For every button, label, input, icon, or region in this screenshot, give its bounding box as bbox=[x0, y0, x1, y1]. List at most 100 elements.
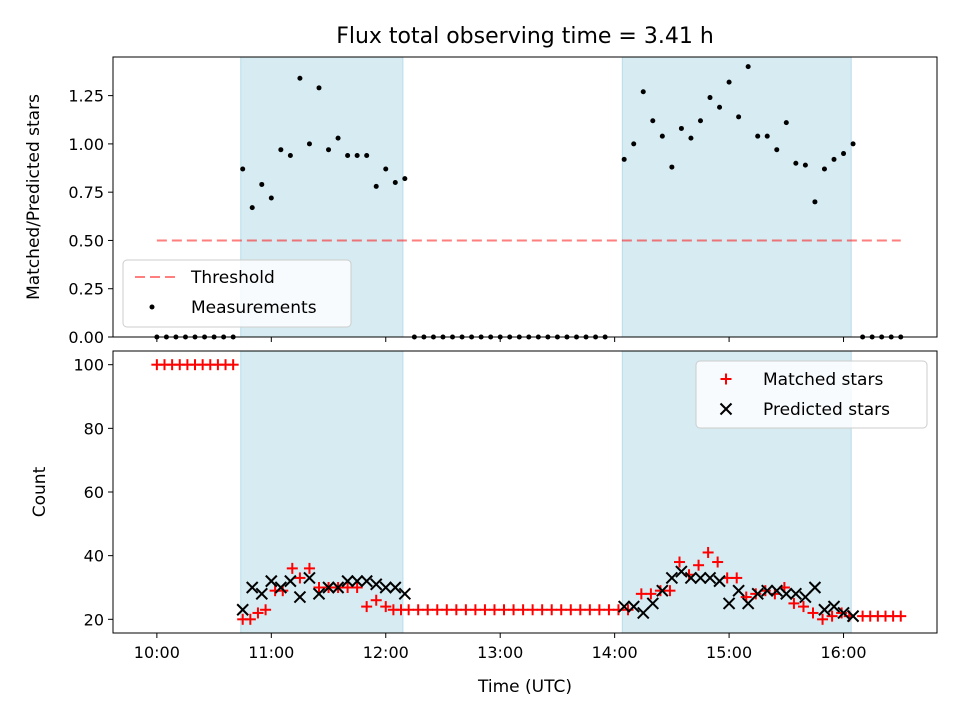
legend-matched-label: Matched stars bbox=[763, 370, 883, 390]
predicted-star-point bbox=[732, 584, 745, 597]
top-y-ticks: 0.00 0.25 0.50 0.75 1.00 1.25 bbox=[68, 87, 113, 347]
matched-star-point bbox=[750, 588, 762, 600]
measurement-point bbox=[306, 141, 312, 147]
matched-star-point bbox=[702, 546, 714, 558]
predicted-star-point bbox=[637, 606, 650, 620]
matched-star-point bbox=[370, 594, 382, 606]
y-tick-label: 1.00 bbox=[68, 135, 104, 154]
shaded-interval bbox=[621, 56, 852, 338]
y-tick-label: 40 bbox=[84, 547, 104, 566]
chart-title: Flux total observing time = 3.41 h bbox=[336, 24, 714, 49]
predicted-star-point bbox=[722, 597, 736, 610]
matched-star-point bbox=[555, 604, 567, 616]
predicted-star-point bbox=[799, 590, 812, 604]
x-tick-label: 14:00 bbox=[592, 643, 638, 662]
y-tick-label: 0.25 bbox=[68, 280, 104, 299]
y-tick-label: 0.75 bbox=[68, 183, 104, 202]
predicted-star-point bbox=[656, 584, 669, 597]
measurement-point bbox=[821, 166, 827, 172]
y-tick-label: 80 bbox=[84, 419, 104, 438]
predicted-star-point bbox=[331, 581, 345, 594]
predicted-star-point bbox=[236, 603, 249, 616]
predicted-star-point bbox=[379, 581, 392, 594]
bottom-axes-frame bbox=[112, 350, 938, 634]
matched-star-point bbox=[244, 613, 256, 625]
matched-star-point bbox=[294, 572, 306, 584]
matched-star-point bbox=[227, 359, 239, 371]
matched-star-point bbox=[508, 604, 520, 616]
y-tick-label: 100 bbox=[73, 356, 104, 375]
measurement-point bbox=[707, 95, 713, 101]
matched-star-point bbox=[674, 556, 685, 568]
predicted-star-point bbox=[713, 574, 726, 588]
predicted-star-point bbox=[703, 571, 717, 585]
predicted-star-point bbox=[808, 581, 822, 594]
predicted-star-point bbox=[665, 571, 679, 585]
measurement-point bbox=[688, 135, 694, 141]
legend-predicted-swatch bbox=[719, 402, 733, 416]
matched-star-point bbox=[412, 604, 424, 616]
predicted-star-point bbox=[274, 581, 288, 594]
predicted-star-point bbox=[246, 581, 259, 594]
predicted-star-point bbox=[389, 581, 402, 594]
matched-star-point bbox=[441, 604, 453, 616]
measurement-point bbox=[402, 176, 408, 182]
measurement-point bbox=[726, 79, 732, 85]
matched-star-point bbox=[603, 604, 615, 616]
measurement-point bbox=[335, 135, 341, 141]
x-tick-label: 16:00 bbox=[820, 643, 866, 662]
measurement-point bbox=[659, 133, 665, 139]
predicted-star-point bbox=[284, 574, 297, 588]
legend-matched-marker bbox=[720, 373, 732, 385]
y-tick-label: 0.50 bbox=[68, 231, 104, 250]
matched-star-point bbox=[260, 604, 272, 616]
measurement-point bbox=[249, 205, 255, 211]
predicted-star-point bbox=[303, 571, 316, 585]
x-axis-label: Time (UTC) bbox=[477, 677, 572, 697]
matched-star-point bbox=[536, 604, 548, 616]
predicted-star-point bbox=[675, 565, 688, 578]
measurement-point bbox=[697, 118, 703, 124]
matched-star-point bbox=[313, 581, 325, 593]
matched-star-point bbox=[654, 585, 666, 597]
matched-star-point bbox=[797, 601, 809, 613]
measurement-point bbox=[812, 199, 818, 205]
measurement-point bbox=[240, 166, 246, 172]
measurement-point bbox=[793, 160, 799, 166]
predicted-star-point bbox=[312, 587, 326, 601]
measurement-point bbox=[268, 195, 274, 201]
legend-predicted-marker bbox=[719, 402, 733, 416]
measurement-point bbox=[755, 133, 761, 139]
matched-star-point bbox=[712, 556, 724, 568]
matched-star-point bbox=[469, 604, 481, 616]
predicted-star-point bbox=[780, 587, 793, 601]
measurement-point bbox=[287, 152, 293, 158]
measurement-point bbox=[326, 147, 332, 153]
measurement-point bbox=[764, 133, 770, 139]
top-legend: Threshold Measurements bbox=[122, 259, 352, 328]
predicted-star-point bbox=[350, 574, 364, 588]
matched-star-point bbox=[693, 559, 705, 571]
matched-star-point bbox=[817, 613, 829, 625]
measurement-point bbox=[850, 141, 856, 147]
matched-star-point bbox=[807, 607, 819, 619]
matched-star-point bbox=[498, 604, 510, 616]
predicted-star-point bbox=[789, 587, 803, 601]
predicted-star-point bbox=[818, 603, 831, 616]
measurement-point bbox=[841, 151, 847, 157]
top-y-axis-label: Matched/Predicted stars bbox=[24, 94, 44, 300]
measurement-point bbox=[783, 120, 789, 126]
ratio-panel: 0.00 0.25 0.50 0.75 1.00 1.25 Matched/Predict… bbox=[24, 56, 938, 347]
bottom-y-ticks: 20 40 60 80 100 bbox=[73, 356, 113, 629]
predicted-star-point bbox=[398, 587, 412, 601]
matched-star-point bbox=[826, 610, 838, 622]
top-axes-frame bbox=[112, 56, 938, 338]
measurement-point bbox=[736, 114, 742, 120]
bottom-legend: Matched stars Predicted stars bbox=[695, 360, 928, 429]
matched-star-point bbox=[488, 604, 500, 616]
predicted-star-point bbox=[827, 600, 841, 613]
measurement-point bbox=[297, 75, 303, 81]
predicted-star-point bbox=[341, 574, 354, 588]
matched-star-point bbox=[380, 601, 392, 613]
